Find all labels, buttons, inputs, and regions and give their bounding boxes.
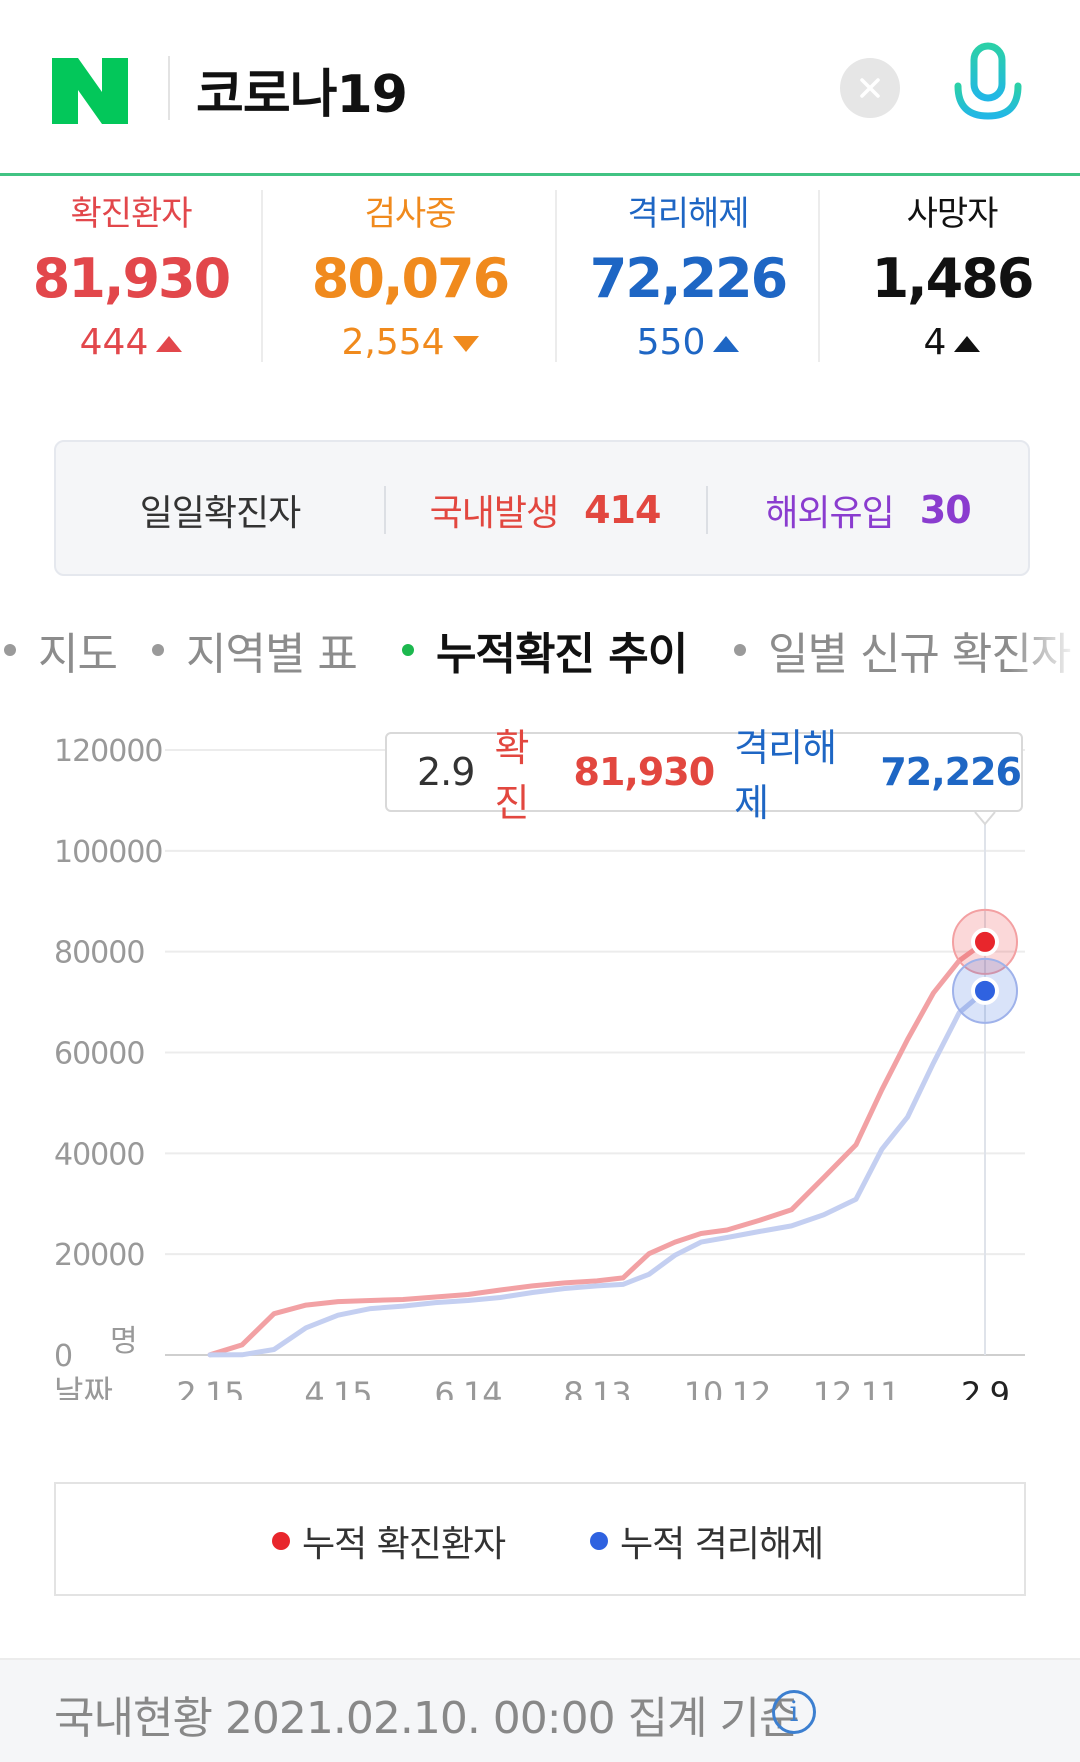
tooltip-released-label: 격리해제 bbox=[734, 726, 837, 825]
x-tick-label: 4.15 bbox=[304, 1375, 371, 1400]
stat-testing[interactable]: 검사중 80,076 2,554 bbox=[285, 180, 535, 363]
close-icon bbox=[860, 78, 880, 98]
tab-cumulative-trend[interactable]: 누적확진 추이 bbox=[402, 618, 688, 682]
x-tick-label: 6.14 bbox=[434, 1375, 501, 1400]
y-tick-label: 40000 bbox=[54, 1137, 144, 1172]
stat-divider bbox=[261, 190, 263, 362]
legend-released[interactable]: 누적 격리해제 bbox=[590, 1484, 824, 1598]
tab-region-table[interactable]: 지역별 표 bbox=[152, 618, 358, 682]
tooltip-confirmed-value: 81,930 bbox=[573, 750, 716, 794]
y-tick-label: 100000 bbox=[54, 835, 163, 870]
stat-deaths[interactable]: 사망자 1,486 4 bbox=[827, 180, 1077, 363]
footer-timestamp: 국내현황 2021.02.10. 00:00 집계 기준 bbox=[54, 1693, 799, 1744]
x-axis-label: 날짜 bbox=[54, 1373, 113, 1400]
legend-dot bbox=[590, 1532, 608, 1550]
series-line-confirmed bbox=[207, 939, 988, 1358]
domestic-label: 국내발생 bbox=[429, 493, 559, 534]
stat-label: 사망자 bbox=[906, 194, 999, 234]
stat-delta: 550 bbox=[563, 322, 813, 363]
x-tick-label: 10.12 bbox=[684, 1375, 771, 1400]
stat-confirmed[interactable]: 확진환자 81,930 444 bbox=[6, 180, 256, 363]
stat-value: 1,486 bbox=[871, 247, 1035, 310]
overseas-cases: 해외유입 30 bbox=[708, 442, 1028, 578]
stat-delta: 4 bbox=[827, 322, 1077, 363]
x-tick-label: 8.13 bbox=[563, 1375, 630, 1400]
legend-label: 누적 확진환자 bbox=[302, 1524, 506, 1565]
daily-divider bbox=[706, 486, 708, 534]
daily-divider bbox=[384, 486, 386, 534]
footer: 국내현황 2021.02.10. 00:00 집계 기준 i bbox=[0, 1658, 1080, 1762]
legend-dot bbox=[272, 1532, 290, 1550]
y-tick-label: 120000 bbox=[54, 734, 163, 769]
y-tick-label: 20000 bbox=[54, 1238, 144, 1273]
tab-label: 누적확진 추이 bbox=[436, 629, 688, 680]
stat-divider bbox=[818, 190, 820, 362]
domestic-value: 414 bbox=[584, 488, 661, 532]
tab-label: 지도 bbox=[38, 629, 118, 680]
chart-tabs: 지도 지역별 표 누적확진 추이 일별 신규 확진자 bbox=[0, 618, 1080, 688]
marker-point-confirmed bbox=[971, 927, 999, 956]
tab-dot bbox=[4, 644, 16, 656]
series-line-released bbox=[207, 988, 988, 1358]
x-tick-label: 2.15 bbox=[176, 1375, 243, 1400]
clear-button[interactable] bbox=[840, 58, 900, 118]
stat-divider bbox=[555, 190, 557, 362]
tooltip-pointer bbox=[974, 811, 996, 826]
triangle-down-icon bbox=[452, 336, 479, 352]
tooltip-released-value: 72,226 bbox=[880, 750, 1022, 794]
naver-logo[interactable] bbox=[52, 58, 128, 124]
info-icon[interactable]: i bbox=[772, 1690, 816, 1734]
tab-dot bbox=[152, 644, 164, 656]
legend-label: 누적 격리해제 bbox=[620, 1524, 824, 1565]
search-bar: 코로나19 bbox=[0, 0, 1080, 176]
overseas-label: 해외유입 bbox=[765, 493, 894, 534]
daily-cases-box: 일일확진자 국내발생 414 해외유입 30 bbox=[54, 440, 1030, 576]
tooltip-date: 2.9 bbox=[417, 750, 475, 794]
tooltip-confirmed-label: 확진 bbox=[494, 726, 529, 825]
overseas-value: 30 bbox=[919, 488, 972, 532]
x-tick-label: 12.11 bbox=[813, 1375, 900, 1400]
legend-confirmed[interactable]: 누적 확진환자 bbox=[272, 1484, 506, 1598]
x-tick-label: 2.9 bbox=[961, 1375, 1009, 1400]
stat-delta: 2,554 bbox=[285, 322, 535, 363]
triangle-up-icon bbox=[954, 336, 981, 352]
stat-value: 72,226 bbox=[589, 247, 788, 310]
tab-dot bbox=[734, 644, 746, 656]
stat-label: 격리해제 bbox=[627, 194, 749, 234]
tab-map[interactable]: 지도 bbox=[4, 618, 118, 682]
search-input[interactable]: 코로나19 bbox=[196, 65, 408, 125]
stat-label: 확진환자 bbox=[70, 194, 192, 234]
y-tick-label: 60000 bbox=[54, 1037, 144, 1072]
y-tick-label: 0 bbox=[54, 1339, 72, 1374]
y-tick-label: 80000 bbox=[54, 936, 144, 971]
stat-label: 검사중 bbox=[364, 194, 457, 234]
chart-legend: 누적 확진환자 누적 격리해제 bbox=[54, 1482, 1026, 1596]
y-unit-label: 명 bbox=[110, 1324, 138, 1359]
triangle-up-icon bbox=[713, 336, 740, 352]
stat-value: 80,076 bbox=[311, 247, 510, 310]
stat-value: 81,930 bbox=[32, 247, 231, 310]
daily-title: 일일확진자 bbox=[139, 493, 302, 534]
triangle-up-icon bbox=[156, 336, 183, 352]
cumulative-chart[interactable]: 120000 100000 80000 60000 40000 20000 0 명날짜 2.15… bbox=[0, 720, 1080, 1400]
search-divider bbox=[168, 56, 170, 120]
domestic-cases: 국내발생 414 bbox=[386, 442, 704, 578]
stat-delta: 444 bbox=[6, 322, 256, 363]
mic-icon[interactable] bbox=[950, 42, 1026, 138]
tab-label: 지역별 표 bbox=[186, 629, 358, 680]
chart-tooltip: 2.9 확진 81,930 격리해제 72,226 bbox=[385, 726, 1023, 825]
stat-released[interactable]: 격리해제 72,226 550 bbox=[563, 180, 813, 363]
tab-dot bbox=[402, 644, 414, 656]
stats-row: 확진환자 81,930 444 검사중 80,076 2,554 격리해제 72… bbox=[0, 180, 1080, 380]
marker-point-released bbox=[971, 976, 999, 1005]
tabs-fade bbox=[1010, 618, 1080, 688]
